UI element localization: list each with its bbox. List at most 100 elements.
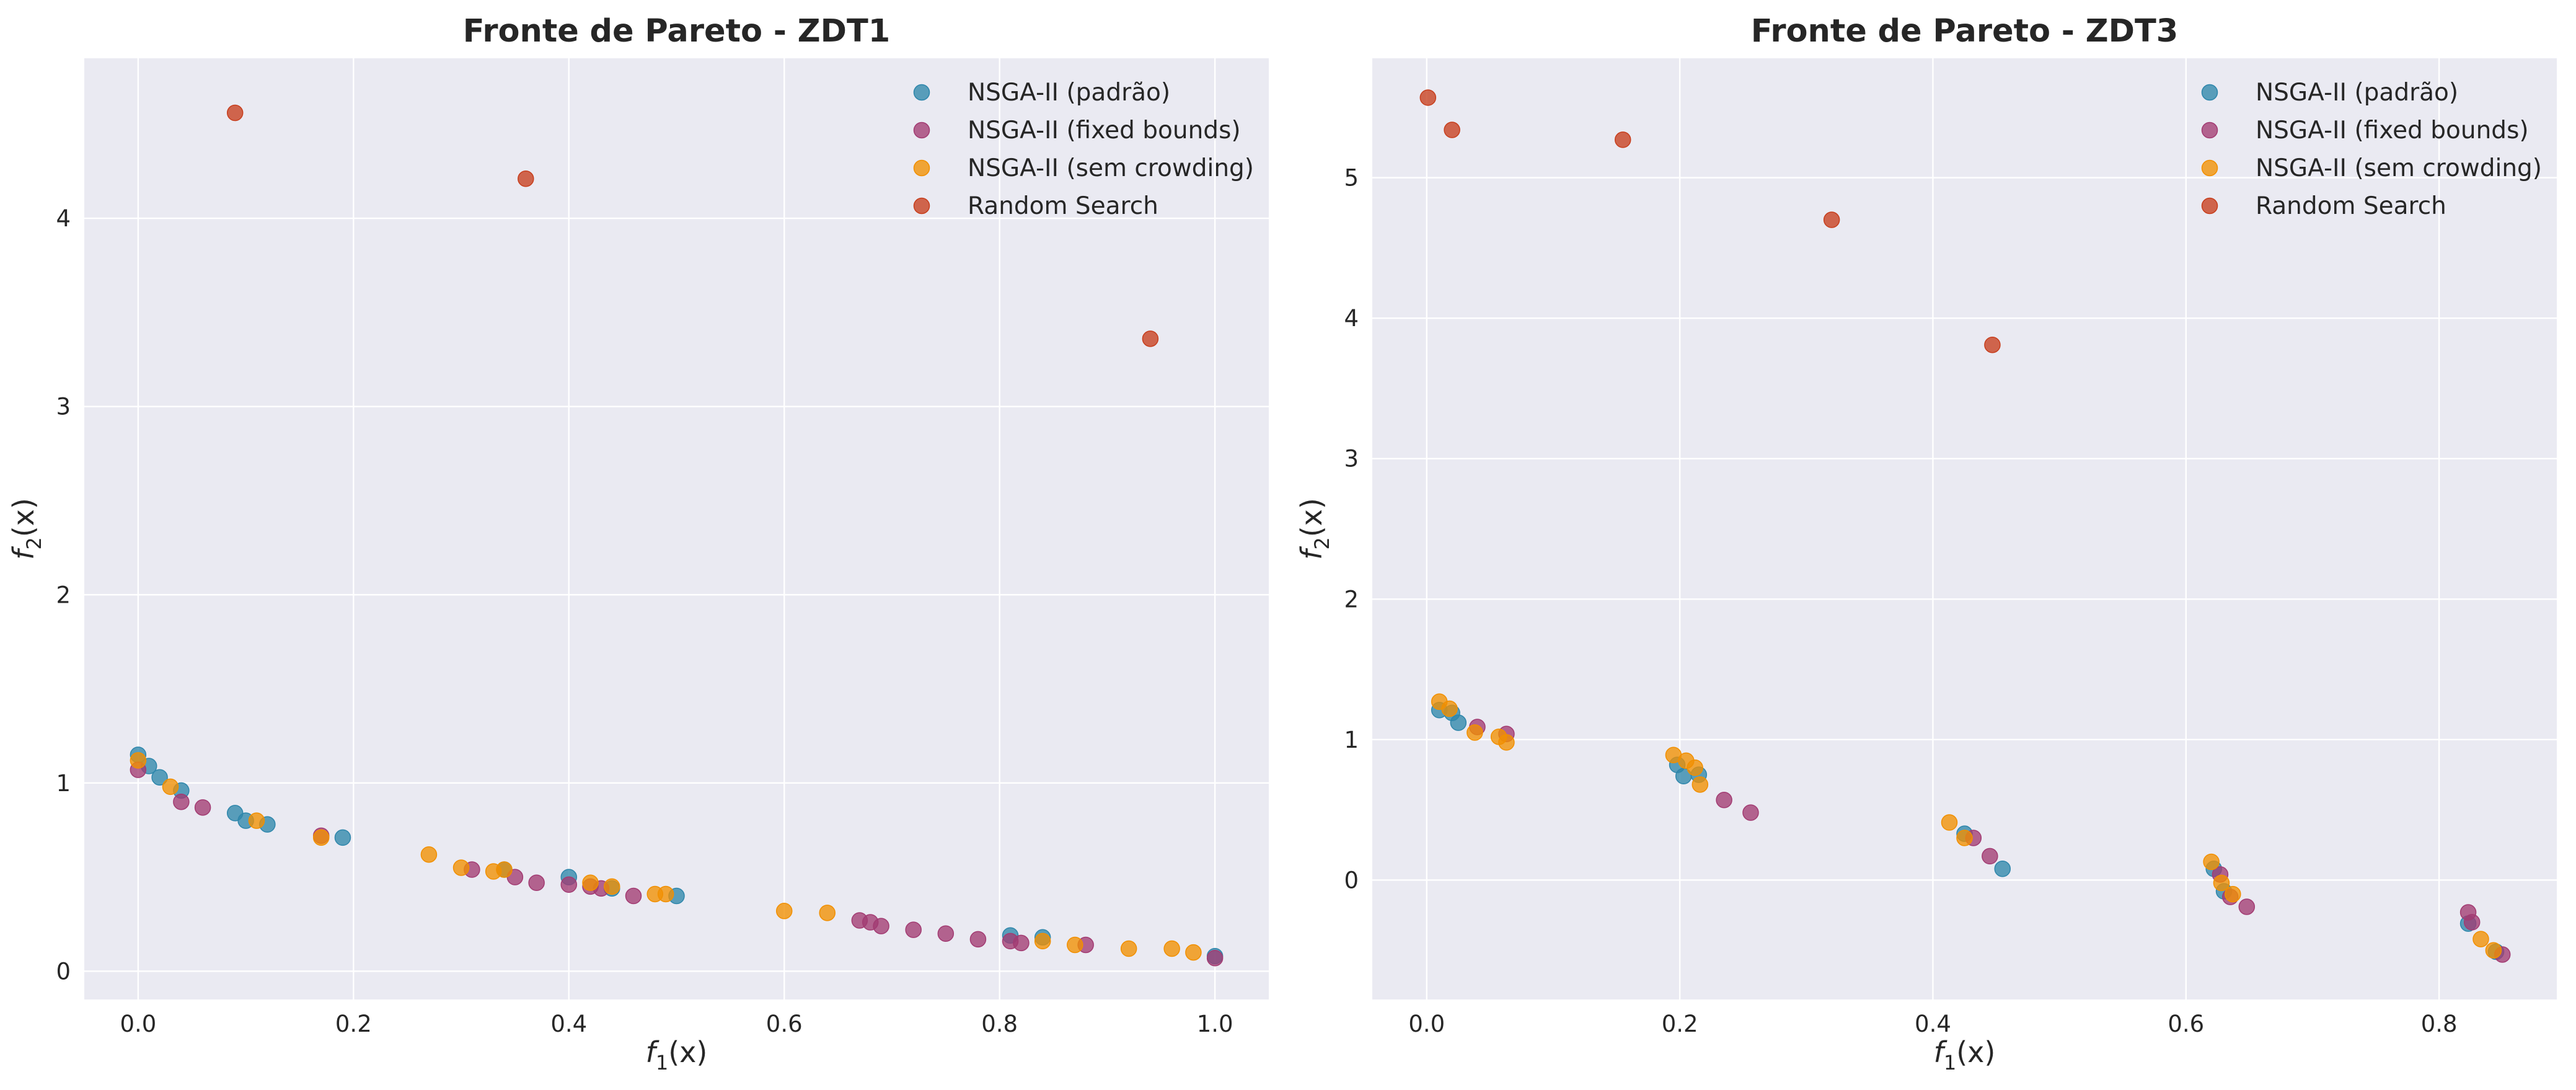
data-point xyxy=(1450,714,1467,731)
series-semcrowding xyxy=(130,752,1202,961)
y-tick-label: 1 xyxy=(1344,727,1359,753)
y-tick-label: 4 xyxy=(56,205,71,232)
data-point xyxy=(1982,848,1998,865)
data-point xyxy=(2485,942,2502,959)
data-point xyxy=(905,921,922,938)
data-point xyxy=(1615,131,1631,148)
legend-marker xyxy=(2201,159,2218,177)
data-point xyxy=(1419,89,1437,106)
y-axis-label-subscript: 2 xyxy=(22,537,46,549)
data-point xyxy=(1444,122,1460,138)
series-random xyxy=(1419,89,2001,353)
chart-zdt3: 0.0 0.2 0.4 0.6 0.8 0 1 2 3 4 5 Fronte de Pareto - … xyxy=(1295,13,2557,1074)
legend-label: NSGA-II (fixed bounds) xyxy=(2256,117,2529,144)
legend-label: NSGA-II (padrão) xyxy=(2256,79,2458,107)
data-point xyxy=(775,903,793,919)
x-tick-label: 0.2 xyxy=(1662,1011,1698,1037)
x-tick-label: 0.0 xyxy=(120,1011,156,1037)
x-tick-label: 1.0 xyxy=(1197,1011,1233,1037)
y-tick-label: 0 xyxy=(1344,867,1359,893)
legend-marker xyxy=(913,84,930,101)
legend-marker xyxy=(2201,84,2218,101)
x-axis-label-subscript: 1 xyxy=(1944,1051,1956,1074)
data-point xyxy=(1692,776,1709,793)
y-axis-label: f2(x) xyxy=(7,498,46,560)
data-point xyxy=(162,778,179,795)
series-semcrowding xyxy=(1431,693,2502,959)
x-tick-label: 0.4 xyxy=(1915,1011,1951,1037)
y-axis-label: f2(x) xyxy=(1295,498,1334,560)
data-point xyxy=(969,931,987,948)
series-fixed xyxy=(130,761,1224,967)
data-point xyxy=(1142,330,1159,347)
data-point xyxy=(1034,933,1051,950)
data-point xyxy=(528,874,545,892)
data-point xyxy=(1984,336,2001,353)
x-tick-label: 0.8 xyxy=(981,1011,1018,1037)
data-point xyxy=(1067,936,1083,954)
data-point xyxy=(1687,759,1703,776)
chart-title: Fronte de Pareto - ZDT3 xyxy=(1751,13,2179,50)
data-point xyxy=(312,829,330,846)
data-point xyxy=(420,846,438,863)
x-tick-label: 0.2 xyxy=(335,1011,372,1037)
plot-area xyxy=(84,58,1269,999)
y-tick-label: 4 xyxy=(1344,305,1359,332)
data-point xyxy=(604,878,620,895)
data-point xyxy=(334,829,351,846)
data-point xyxy=(2472,931,2489,947)
data-point xyxy=(1994,861,2011,877)
x-axis-label: f1(x) xyxy=(1934,1035,1996,1074)
data-point xyxy=(518,171,534,187)
legend-label: NSGA-II (padrão) xyxy=(968,79,1170,107)
data-point xyxy=(1013,934,1030,952)
x-tick-label: 0.6 xyxy=(2168,1011,2204,1037)
x-axis-label-subscript: 1 xyxy=(656,1051,668,1074)
legend-marker xyxy=(2201,197,2218,215)
data-point xyxy=(1163,940,1180,957)
legend-marker xyxy=(913,159,930,177)
data-point xyxy=(560,876,578,893)
x-tick-label: 0.6 xyxy=(766,1011,803,1037)
legend-label: Random Search xyxy=(2256,192,2446,220)
data-point xyxy=(496,861,513,878)
x-axis-label-argument: (x) xyxy=(1956,1035,1995,1069)
data-point xyxy=(452,859,470,876)
legend: NSGA-II (padrão) NSGA-II (fixed bounds) NS… xyxy=(2201,79,2542,220)
data-point xyxy=(151,769,168,786)
y-tick-label: 3 xyxy=(1344,446,1359,472)
data-point xyxy=(625,887,642,905)
legend-label: NSGA-II (sem crowding) xyxy=(968,154,1254,182)
series-random xyxy=(226,104,1159,347)
data-point xyxy=(1941,814,1958,831)
data-point xyxy=(1467,724,1483,741)
x-axis-label-argument: (x) xyxy=(668,1035,707,1069)
data-point xyxy=(1823,211,1840,228)
data-point xyxy=(819,905,836,921)
data-point xyxy=(657,885,674,903)
data-point xyxy=(1441,700,1458,717)
legend: NSGA-II (padrão) NSGA-II (fixed bounds) NS… xyxy=(913,79,1254,220)
data-point xyxy=(873,918,889,934)
grid xyxy=(1372,58,2557,999)
x-tick-label: 0.8 xyxy=(2421,1011,2458,1037)
data-point xyxy=(1716,792,1732,809)
data-point xyxy=(937,925,955,942)
data-point xyxy=(1120,940,1137,957)
data-point xyxy=(1206,949,1224,967)
y-tick-label: 5 xyxy=(1344,165,1359,192)
data-point xyxy=(173,793,190,810)
data-point xyxy=(2213,874,2230,892)
data-point xyxy=(2238,898,2256,915)
data-point xyxy=(130,752,147,769)
y-tick-label: 1 xyxy=(56,770,71,797)
y-tick-label: 2 xyxy=(1344,586,1359,613)
y-tick-label: 0 xyxy=(56,958,71,985)
x-axis-label: f1(x) xyxy=(646,1035,708,1074)
legend-marker xyxy=(913,197,930,215)
legend-marker xyxy=(2201,122,2218,139)
data-point xyxy=(1956,830,1973,846)
chart-zdt1: 0.0 0.2 0.4 0.6 0.8 1.0 0 1 2 3 4 Fronte de Pareto … xyxy=(7,13,1269,1074)
data-point xyxy=(2463,914,2481,931)
